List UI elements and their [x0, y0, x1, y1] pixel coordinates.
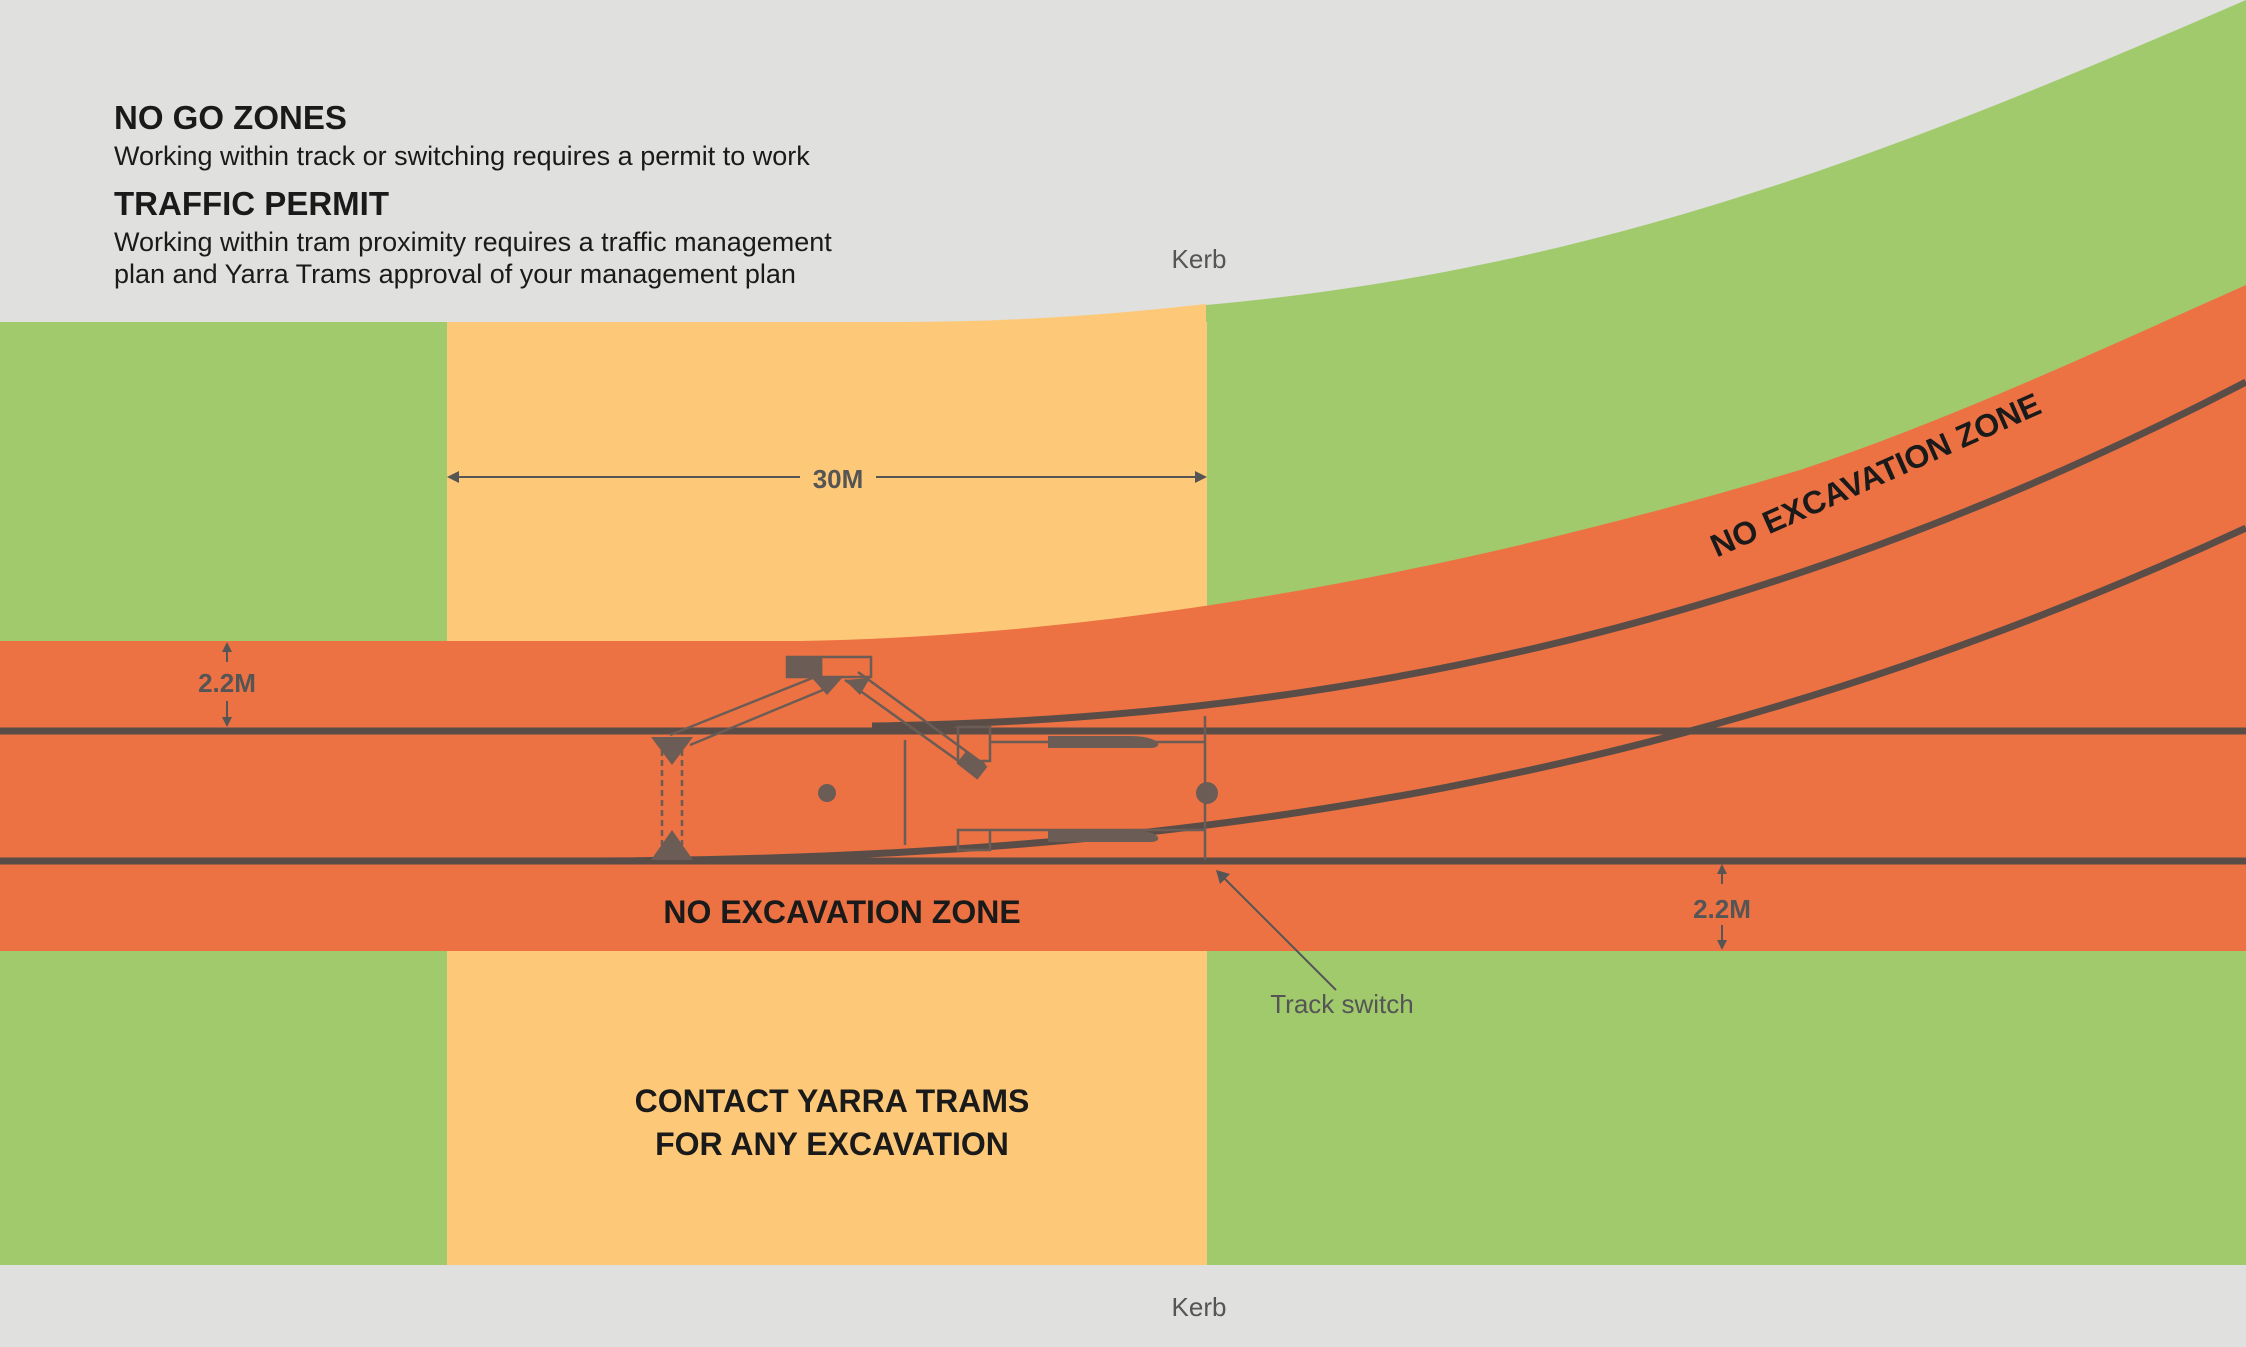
traffic-permit-title: TRAFFIC PERMIT [114, 185, 389, 222]
kerb-bottom-area [0, 1265, 2246, 1342]
branch-rail-top [871, 378, 2246, 730]
distance-arrow-right [1195, 471, 1207, 483]
no-go-text: Working within track or switching requir… [114, 141, 810, 171]
legend: NO GO ZONES Working within track or swit… [114, 96, 914, 300]
kerb-top-label: Kerb [1172, 244, 1227, 274]
amber-zone-top [447, 304, 1206, 330]
branch-rail-bottom [599, 524, 2246, 865]
offset-top-label: 2.2M [198, 668, 256, 698]
offset-bottom-arrow-down [1717, 940, 1727, 950]
switch-mechanism [660, 655, 1207, 860]
switch-box-outline [819, 655, 873, 679]
offset-bottom-arrow-up [1717, 864, 1727, 874]
switch-blade-bottom [1048, 830, 1159, 842]
kerb-top-area [0, 0, 2112, 322]
switch-small-triangle-b [845, 678, 870, 695]
traffic-permit-text-2: plan and Yarra Trams approval of your ma… [114, 259, 796, 289]
track-switch-arrowhead [1216, 870, 1230, 884]
no-excavation-branch-zone [0, 285, 2246, 951]
switch-box-filled [785, 655, 823, 679]
offset-top-arrow-down [222, 717, 232, 727]
track-switch-label: Track switch [1270, 989, 1414, 1019]
switch-blade-top [1048, 736, 1159, 748]
switch-point-right [1196, 782, 1218, 804]
track-switch-pointer [1219, 873, 1337, 991]
contact-line-2: FOR ANY EXCAVATION [655, 1126, 1009, 1162]
no-go-title: NO GO ZONES [114, 99, 347, 136]
offset-bottom-label: 2.2M [1693, 894, 1751, 924]
switch-small-triangle-a [812, 678, 842, 695]
switch-triangle-bottom [651, 830, 693, 860]
distance-label: 30M [813, 464, 864, 494]
kerb-bottom-label: Kerb [1172, 1292, 1227, 1322]
contact-line-1: CONTACT YARRA TRAMS [635, 1083, 1030, 1119]
traffic-permit-text-1: Working within tram proximity requires a… [114, 227, 832, 257]
distance-arrow-left [447, 471, 459, 483]
offset-top-arrow-up [222, 642, 232, 652]
switch-triangle-top [651, 737, 693, 765]
switch-point-left [818, 784, 836, 802]
green-zone-curved [1206, 0, 2246, 330]
no-excavation-main-label: NO EXCAVATION ZONE [663, 894, 1020, 930]
